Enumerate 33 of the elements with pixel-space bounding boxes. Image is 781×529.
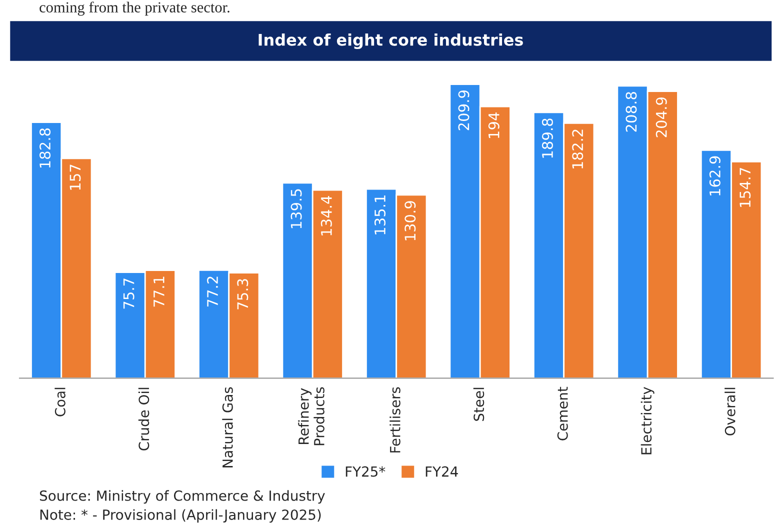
data-label: 209.9 (458, 90, 470, 130)
source-note: Source: Ministry of Commerce & Industry (40, 490, 325, 504)
data-label: 182.2 (572, 130, 584, 168)
chart-title: Index of eight core industries (258, 33, 523, 50)
data-label: 134.4 (320, 196, 332, 236)
legend-label: FY24 (426, 466, 458, 477)
x-tick-label: Refinery Products (298, 387, 324, 446)
data-label: 194 (488, 112, 500, 138)
data-label: 189.8 (542, 118, 553, 158)
x-tick-label: Cement (557, 386, 568, 440)
text: coming from the private sector. (40, 2, 230, 16)
x-tick-label: Electricity (640, 386, 654, 454)
data-label: 77.2 (207, 276, 218, 307)
data-label: 157 (70, 164, 81, 190)
text: Note: * - Provisional (April-January 2025) (40, 509, 321, 523)
x-tick-label: Fertilisers (390, 387, 400, 452)
data-label: 75.7 (123, 278, 134, 309)
data-label: 204.9 (656, 97, 667, 138)
data-label: 154.7 (740, 168, 751, 207)
data-label: 208.8 (626, 92, 637, 132)
data-label: 130.9 (404, 201, 416, 240)
x-tick-label: Steel (473, 388, 484, 421)
data-label: 77.1 (154, 276, 164, 307)
data-label: 182.8 (40, 128, 51, 168)
x-tick-label: Overall (724, 388, 736, 436)
data-label: 139.5 (290, 189, 302, 228)
x-tick-label: Natural Gas (222, 387, 233, 468)
data-label: 162.9 (709, 156, 720, 196)
x-tick-label: Coal (54, 388, 66, 416)
data-label: 135.1 (374, 196, 386, 234)
data-label: 75.3 (237, 279, 248, 310)
x-tick-label: Crude Oil (138, 388, 150, 450)
legend-label: FY25* (346, 466, 386, 477)
